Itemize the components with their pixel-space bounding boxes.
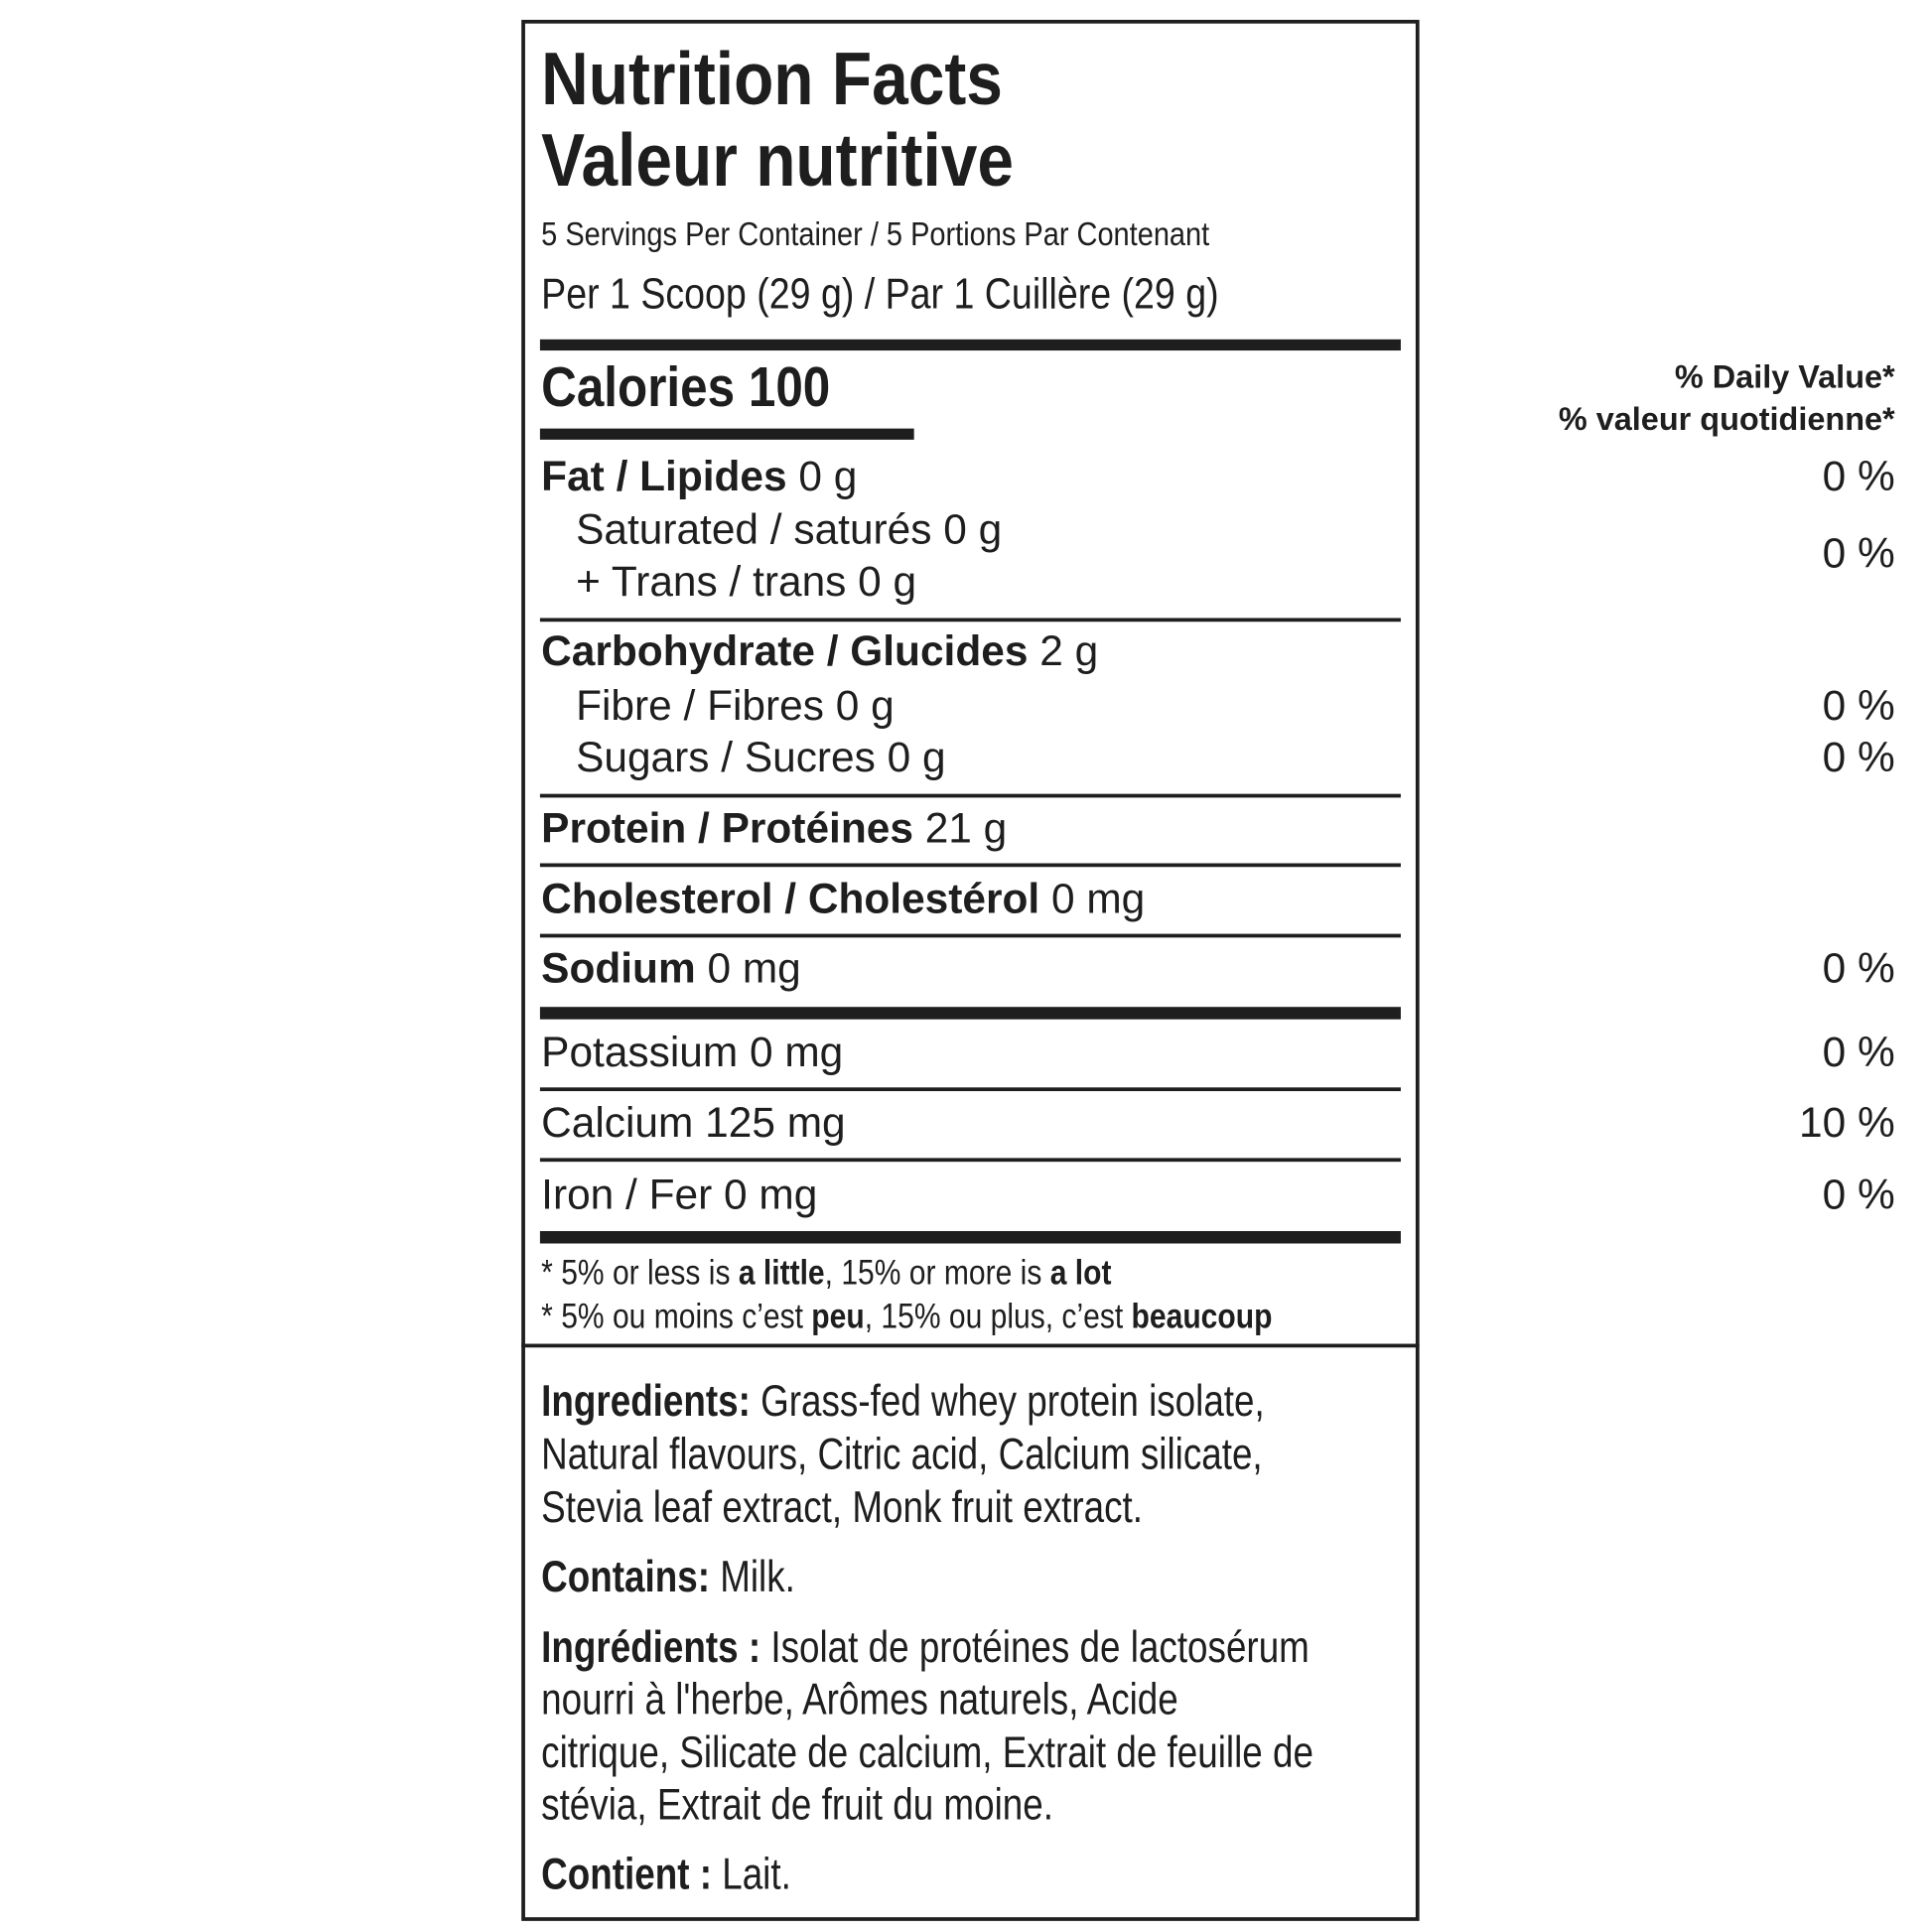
fibre-row: Fibre / Fibres 0 g [576,685,895,727]
title-fr: Valeur nutritive [541,118,1015,203]
ingredients-fr-label: Ingrédients : [541,1620,761,1673]
fat-label: Fat / Lipides [541,453,787,500]
title-en: Nutrition Facts [541,37,1003,121]
contains-en: Contains: Milk. [541,1554,795,1599]
ingredients-en-line: Natural flavours, Citric acid, Calcium s… [541,1428,1263,1479]
fat-amount: 0 g [798,453,858,500]
protein-amount: 21 g [924,804,1008,853]
divider [539,793,1401,798]
divider [539,1158,1401,1163]
contains-fr: Contient : Lait. [541,1851,791,1896]
ingredients-fr-line: Ingrédients : Isolat de protéines de lac… [541,1624,1310,1670]
sugars-row: Sugars / Sucres 0 g [576,737,946,778]
panel-divider [521,1343,1420,1348]
divider [539,863,1401,868]
footnote-text: * 5% ou moins c’est [541,1297,812,1335]
fat-dv: 0 % [1822,453,1895,500]
potassium-dv: 0 % [1822,1029,1895,1077]
serving-size: Per 1 Scoop (29 g) / Par 1 Cuillère (29 … [541,269,1219,319]
protein-label: Protein / Protéines [541,804,913,853]
contains-fr-label: Contient : [541,1848,712,1899]
calories-value: 100 [748,355,831,419]
fibre-dv: 0 % [1822,682,1895,730]
daily-value-header-en: % Daily Value* [1674,357,1895,395]
cholesterol-amount: 0 mg [1050,875,1146,923]
iron-label: Iron / Fer 0 mg [541,1172,818,1219]
potassium-label: Potassium 0 mg [541,1029,844,1077]
calcium-dv: 10 % [1798,1099,1895,1148]
footnote-fr: * 5% ou moins c’est peu, 15% ou plus, c’… [541,1297,1273,1335]
ingredients-text: Grass-fed whey protein isolate, [750,1374,1265,1426]
saturated-amount: 0 g [943,506,1003,554]
ingredients-fr-line: nourri à l'herbe, Arômes naturels, Acide [541,1673,1178,1725]
iron-dv: 0 % [1822,1172,1895,1219]
servings-per-container: 5 Servings Per Container / 5 Portions Pa… [541,215,1210,253]
carbohydrate-label: Carbohydrate / Glucides [541,627,1029,675]
carbohydrate-amount: 2 g [1039,627,1099,675]
calories-divider [539,428,914,440]
contains-fr-text: Lait. [711,1848,791,1899]
protein-row: Protein / Protéines 21 g [541,807,1007,849]
divider [539,618,1401,622]
sodium-dv: 0 % [1822,944,1895,993]
calories: Calories 100 [541,359,830,415]
footnote-bold: a lot [1049,1253,1112,1293]
saturated-row: Saturated / saturés 0 g [576,509,1002,551]
footnote-bold: beaucoup [1131,1297,1273,1335]
fat-row: Fat / Lipides 0 g [541,456,857,497]
contains-en-text: Milk. [709,1550,795,1602]
sugars-dv: 0 % [1822,734,1895,782]
fibre-amount: 0 g [835,682,895,730]
ingredients-fr-line: citrique, Silicate de calcium, Extrait d… [541,1726,1313,1778]
saturated-label: Saturated / saturés [576,506,932,554]
sodium-amount: 0 mg [707,944,801,993]
carbohydrate-row: Carbohydrate / Glucides 2 g [541,630,1098,672]
sodium-row: Sodium 0 mg [541,947,801,989]
trans-label: + Trans / trans [576,558,847,607]
thick-divider [539,1007,1401,1020]
thick-divider [539,339,1401,351]
cholesterol-row: Cholesterol / Cholestérol 0 mg [541,878,1145,919]
fibre-label: Fibre / Fibres [576,682,824,730]
footnote-bold: a little [738,1253,825,1293]
thick-divider [539,1231,1401,1244]
ingredients-fr-line: stévia, Extrait de fruit du moine. [541,1778,1053,1830]
ingredients-en-label: Ingredients: [541,1374,751,1426]
ingredients-text: Isolat de protéines de lactosérum [760,1620,1310,1673]
sat-trans-dv: 0 % [1822,529,1895,578]
label-border [521,19,1420,1921]
trans-amount: 0 g [858,558,917,607]
footnote-text: , 15% or more is [824,1253,1050,1293]
ingredients-en-line: Ingredients: Grass-fed whey protein isol… [541,1378,1265,1423]
ingredients-en-line: Stevia leaf extract, Monk fruit extract. [541,1481,1143,1533]
cholesterol-label: Cholesterol / Cholestérol [541,875,1040,923]
footnote-text: * 5% or less is [541,1253,739,1293]
trans-row: + Trans / trans 0 g [576,561,916,603]
sodium-label: Sodium [541,944,696,993]
calcium-label: Calcium 125 mg [541,1099,846,1148]
sugars-amount: 0 g [887,734,946,782]
contains-en-label: Contains: [541,1550,710,1602]
footnote-bold: peu [811,1297,865,1335]
footnote-en: * 5% or less is a little, 15% or more is… [541,1253,1112,1293]
calories-label: Calories [541,355,736,419]
sugars-label: Sugars / Sucres [576,734,876,782]
footnote-text: , 15% ou plus, c’est [864,1297,1132,1335]
daily-value-header-fr: % valeur quotidienne* [1558,399,1895,438]
divider [539,1087,1401,1092]
divider [539,933,1401,938]
